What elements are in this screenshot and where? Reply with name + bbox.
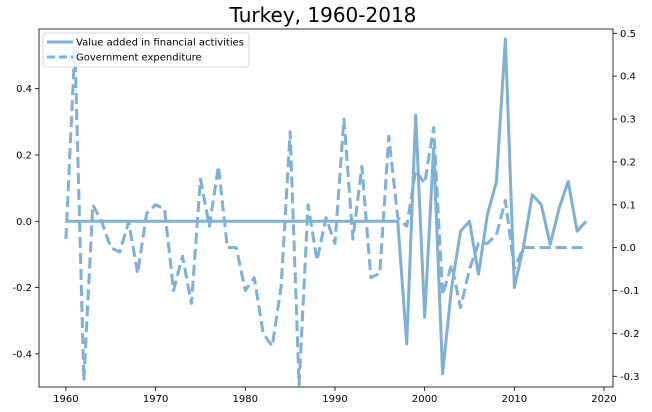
legend-box: [42, 32, 250, 68]
x-tick-label-3: 1990: [322, 394, 347, 405]
y-left-tick-label-4: 0.4: [16, 84, 32, 95]
y-left-tick-label-2: 0.0: [16, 217, 32, 228]
y-right-tick-label-2: -0.1: [620, 286, 640, 297]
y-right-tick-label-3: 0.0: [620, 243, 636, 254]
y-right-tick-label-4: 0.1: [620, 200, 636, 211]
x-axis: 1960 1970 1980 1990 2000 2010 2020: [53, 387, 617, 405]
y-left-tick-label-1: -0.2: [12, 283, 32, 294]
legend-label-1: Government expenditure: [76, 53, 202, 64]
x-tick-label-4: 2000: [412, 394, 437, 405]
x-tick-label-5: 2010: [502, 394, 527, 405]
plot-frame: [38, 28, 614, 388]
x-tick-label-6: 2020: [591, 394, 616, 405]
plot-lines: [64, 37, 588, 387]
x-tick-label-2: 1980: [233, 394, 258, 405]
legend: Value added in financial activities Gover…: [42, 32, 250, 68]
series-line-0: [65, 37, 588, 376]
y-left-tick-label-3: 0.2: [16, 150, 32, 161]
y-left-tick-label-0: -0.4: [12, 349, 32, 360]
y-right-tick-label-8: 0.5: [620, 29, 636, 40]
y-right-tick-label-5: 0.2: [620, 157, 636, 168]
x-tick-label-0: 1960: [53, 394, 78, 405]
x-tick-label-1: 1970: [143, 394, 168, 405]
y-axis-left: -0.4 -0.2 0.0 0.2 0.4: [12, 84, 39, 360]
y-axis-right: -0.3 -0.2 -0.1 0.0 0.1 0.2 0.3 0.4 0.5: [613, 29, 640, 383]
chart-title: Turkey, 1960-2018: [229, 3, 417, 27]
y-right-tick-label-1: -0.2: [620, 329, 640, 340]
y-right-tick-label-0: -0.3: [620, 372, 640, 383]
y-right-tick-label-6: 0.3: [620, 115, 636, 126]
series-line-1: [64, 44, 587, 387]
legend-label-0: Value added in financial activities: [76, 38, 244, 49]
y-right-tick-label-7: 0.4: [620, 72, 636, 83]
